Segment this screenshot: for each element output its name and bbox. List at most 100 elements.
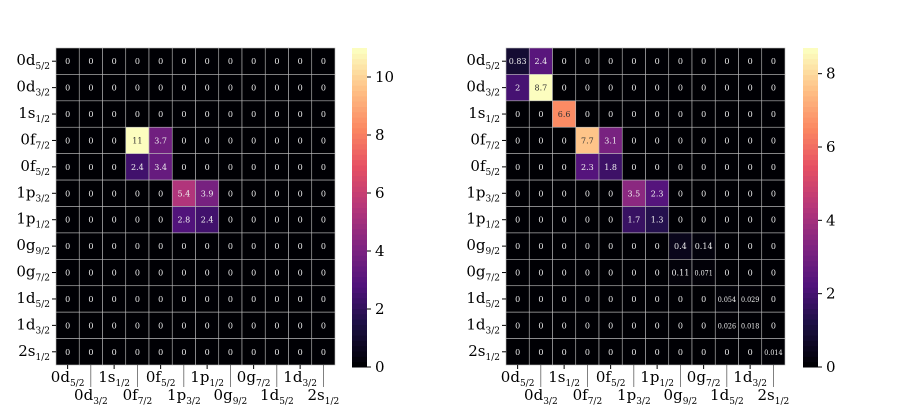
colorbar-segment (803, 95, 818, 102)
cell-value-label: 0 (65, 242, 70, 251)
colorbar-segment (352, 202, 367, 208)
y-tick-label: 0f5/2 (20, 157, 50, 178)
colorbar-segment (803, 335, 818, 341)
cell-value-label: 0 (298, 295, 303, 304)
cell-value-label: 0 (298, 110, 303, 119)
colorbar-segment (352, 260, 367, 267)
colorbar-segment (352, 212, 367, 219)
cell-value-label: 2.4 (131, 163, 144, 172)
cell-value-label: 0 (205, 348, 210, 357)
x-tick-label: 0f5/2 (596, 368, 626, 389)
y-tick-label: 0d3/2 (16, 78, 50, 99)
colorbar-segment (803, 255, 818, 262)
colorbar-segment (352, 85, 367, 92)
cell-value-label: 0 (585, 295, 590, 304)
cell-value-label: 0 (562, 321, 567, 330)
y-tick-label: 1p3/2 (16, 183, 50, 204)
cell-value-label: 0 (655, 321, 660, 330)
cell-value-label: 0 (112, 269, 117, 278)
colorbar-segment (352, 154, 367, 161)
colorbar-segment (803, 191, 818, 198)
colorbar-tick-label: 8 (375, 126, 385, 144)
cell-value-label: 0.026 (718, 322, 737, 330)
colorbar-segment (803, 63, 818, 70)
cell-value-label: 0 (274, 163, 279, 172)
cell-value-label: 0 (112, 216, 117, 225)
cell-value-label: 0 (608, 84, 613, 93)
x-tick-label: 1p3/2 (167, 386, 201, 407)
colorbar-segment (803, 223, 818, 230)
cell-value-label: 0 (585, 84, 590, 93)
cell-value-label: 0 (205, 163, 210, 172)
colorbar-segment (803, 175, 818, 182)
colorbar-segment (352, 63, 367, 70)
cell-value-label: 0 (88, 348, 93, 357)
cell-value-label: 5.4 (178, 189, 191, 198)
colorbar-segment (352, 122, 367, 129)
cell-value-label: 0 (655, 295, 660, 304)
cell-value-label: 0 (88, 242, 93, 251)
cell-value-label: 0 (205, 295, 210, 304)
cell-value-label: 0 (298, 321, 303, 330)
y-tick-label: 2s1/2 (18, 342, 50, 363)
colorbar-segment (352, 308, 367, 315)
y-tick-label: 1d5/2 (466, 289, 500, 310)
cell-value-label: 0 (538, 321, 543, 330)
cell-value-label: 0 (205, 242, 210, 251)
cell-value-label: 0 (228, 110, 233, 119)
cell-value-label: 0 (631, 110, 636, 119)
colorbar-tick-label: 0 (826, 358, 836, 376)
cell-value-label: 0 (228, 136, 233, 145)
cell-value-label: 0 (678, 348, 683, 357)
cell-value-label: 0 (515, 242, 520, 251)
colorbar-segment (352, 90, 367, 97)
cell-value-label: 0.14 (695, 242, 713, 251)
cell-value-label: 0 (205, 110, 210, 119)
cell-value-label: 0 (701, 321, 706, 330)
colorbar-segment (803, 58, 818, 65)
colorbar-segment (352, 265, 367, 272)
cell-value-label: 0 (678, 216, 683, 225)
cell-value-label: 0 (608, 269, 613, 278)
cell-value-label: 1.8 (604, 163, 617, 172)
cell-value-label: 0 (724, 269, 729, 278)
colorbar-segment (803, 303, 818, 310)
cell-value-label: 0 (135, 295, 140, 304)
colorbar-segment (352, 48, 367, 54)
colorbar-segment (803, 48, 818, 54)
cell-value-label: 0 (701, 57, 706, 66)
cell-value-label: 0 (181, 110, 186, 119)
x-tick-label: 0d3/2 (524, 386, 558, 407)
cell-value-label: 0.11 (671, 269, 689, 278)
colorbar-segment (803, 90, 818, 97)
cell-value-label: 0 (771, 84, 776, 93)
cell-value-label: 0 (748, 110, 753, 119)
colorbar-segment (803, 324, 818, 331)
cell-value-label: 0 (321, 295, 326, 304)
cell-value-label: 0 (515, 321, 520, 330)
cell-value-label: 0 (701, 110, 706, 119)
cell-value-label: 0 (205, 84, 210, 93)
cell-value-label: 0 (515, 348, 520, 357)
cell-value-label: 0 (65, 84, 70, 93)
cell-value-label: 0 (608, 216, 613, 225)
colorbar-segment (803, 180, 818, 187)
cell-value-label: 0.4 (674, 242, 687, 251)
cell-value-label: 0 (771, 189, 776, 198)
cell-value-label: 0 (748, 163, 753, 172)
cell-value-label: 0 (701, 348, 706, 357)
cell-value-label: 0 (748, 269, 753, 278)
cell-value-label: 2.8 (178, 216, 191, 225)
colorbar-segment (352, 95, 367, 102)
cell-value-label: 2.4 (201, 216, 214, 225)
cell-value-label: 0 (251, 269, 256, 278)
cell-value-label: 0 (251, 295, 256, 304)
cell-value-label: 0 (562, 189, 567, 198)
colorbar-segment (352, 69, 367, 76)
x-tick-label: 2s1/2 (758, 386, 790, 407)
cell-value-label: 0 (181, 163, 186, 172)
cell-value-label: 0 (228, 321, 233, 330)
cell-value-label: 0 (135, 57, 140, 66)
cell-value-label: 0 (538, 216, 543, 225)
